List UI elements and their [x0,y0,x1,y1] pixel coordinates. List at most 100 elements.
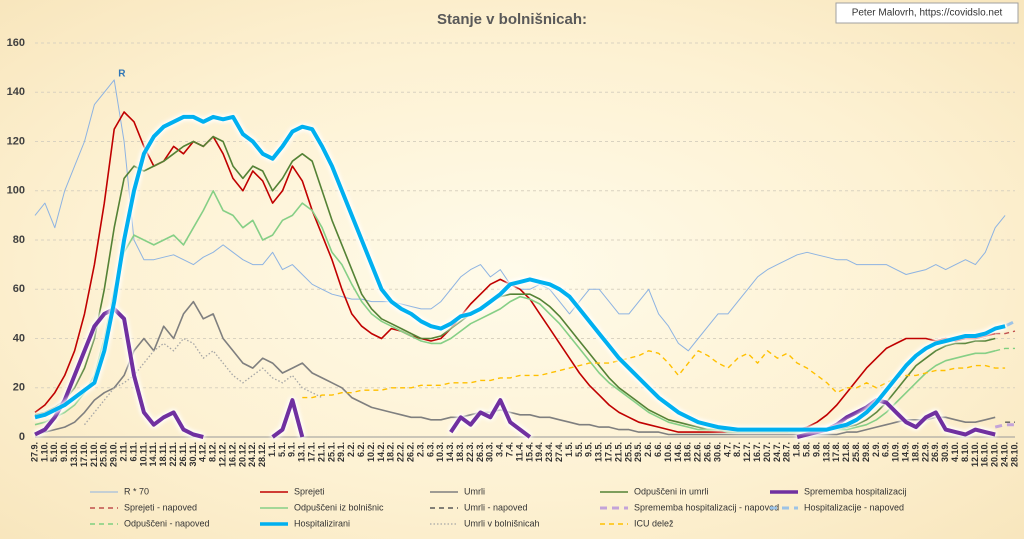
x-tick-label: 22.11. [168,442,178,467]
x-tick-label: 13.10. [69,442,79,467]
x-tick-label: 13.8. [821,442,831,462]
x-tick-label: 6.6. [653,442,663,457]
x-tick-label: 8.10. [960,442,970,462]
x-tick-label: 16.7. [752,442,762,462]
x-tick-label: 4.12. [198,442,208,462]
x-tick-label: 10.3. [435,442,445,462]
x-tick-label: 11.4. [514,442,524,462]
y-tick-label: 120 [7,135,25,147]
x-tick-label: 18.11. [158,442,168,467]
x-tick-label: 5.8. [801,442,811,457]
legend-label: Sprememba hospitalizacij - napoved [634,502,779,512]
x-tick-label: 30.6. [712,442,722,462]
x-tick-label: 9.10. [59,442,69,462]
x-tick-label: 24.7. [772,442,782,462]
x-tick-label: 2.11. [118,442,128,462]
x-tick-label: 4.7. [722,442,732,457]
x-tick-label: 18.9. [910,442,920,462]
legend-label: Umrli [464,486,485,496]
series-line [34,190,996,433]
x-tick-label: 28.12. [257,442,267,467]
x-tick-label: 18.3. [455,442,465,462]
x-tick-label: 22.9. [920,442,930,462]
x-tick-label: 14.2. [376,442,386,462]
x-tick-label: 20.10. [990,442,1000,467]
x-tick-label: 29.1. [336,442,346,462]
x-tick-label: 23.4. [544,442,554,462]
x-tick-label: 22.6. [693,442,703,462]
x-tick-label: 3.4. [495,442,505,457]
x-tick-label: 18.2. [386,442,396,462]
x-tick-label: 6.9. [881,442,891,457]
credit: Peter Malovrh, https://covidslo.net [852,8,1003,19]
y-tick-label: 160 [7,37,25,49]
x-tick-label: 2.3. [415,442,425,457]
x-tick-label: 29.5. [633,442,643,462]
legend-label: Odpuščeni iz bolnišnic [294,502,384,512]
x-tick-label: 30.3. [485,442,495,462]
x-tick-label: 15.4. [524,442,534,462]
x-tick-label: 2.2. [346,442,356,457]
legend-label: Umrli - napoved [464,502,528,512]
x-tick-label: 1.10. [39,442,49,462]
x-tick-label: 18.6. [683,442,693,462]
x-tick-label: 30.11. [188,442,198,467]
x-tick-label: 26.2. [406,442,416,462]
x-tick-label: 29.10. [109,442,119,467]
x-tick-label: 14.9. [900,442,910,462]
x-tick-label: 6.2. [356,442,366,457]
legend-label: Umrli v bolnišnicah [464,518,540,528]
x-tick-label: 29.8. [861,442,871,462]
x-tick-label: 12.7. [742,442,752,462]
legend-label: Sprememba hospitalizacij [804,486,907,496]
chart-title: Stanje v bolnišnicah: [437,11,587,28]
legend-label: Odpuščeni in umrli [634,486,709,496]
x-tick-label: 10.6. [663,442,673,462]
x-tick-label: 14.11. [148,442,158,467]
legend-label: Odpuščeni - napoved [124,518,210,528]
y-tick-label: 80 [13,234,25,246]
legend-label: ICU delež [634,518,674,528]
x-tick-label: 24.12. [247,442,257,467]
x-tick-label: 7.4. [505,442,515,457]
x-tick-label: 17.5. [604,442,614,462]
x-tick-label: 27.4. [554,442,564,462]
x-tick-label: 1.8. [792,442,802,457]
x-tick-label: 19.4. [534,442,544,462]
series-line [34,111,996,433]
annotation: R [118,69,126,80]
y-tick-label: 100 [7,185,25,197]
x-tick-label: 21.5. [613,442,623,462]
legend-label: Hospitalizirani [294,518,350,528]
x-tick-label: 9.5. [584,442,594,457]
x-tick-label: 26.6. [703,442,713,462]
y-tick-label: 0 [19,431,25,443]
x-tick-label: 9.8. [811,442,821,457]
x-tick-label: 26.3. [475,442,485,462]
y-tick-label: 140 [7,86,25,98]
x-tick-label: 14.3. [445,442,455,462]
x-tick-label: 21.1. [316,442,326,462]
series-line [34,300,996,436]
series-line [995,347,1015,352]
x-tick-label: 17.1. [307,442,317,462]
x-tick-label: 12.10. [970,442,980,467]
x-tick-label: 24.10. [999,442,1009,467]
x-tick-label: 25.5. [623,442,633,462]
x-tick-label: 5.1. [277,442,287,457]
x-tick-label: 30.9. [940,442,950,462]
x-tick-label: 2.6. [643,442,653,457]
x-tick-label: 8.12. [208,442,218,462]
x-tick-label: 13.1. [297,442,307,462]
x-tick-label: 25.8. [851,442,861,462]
x-tick-label: 25.10. [99,442,109,467]
legend-label: Hospitalizacije - napoved [804,502,904,512]
x-tick-label: 10.2. [366,442,376,462]
x-tick-label: 22.3. [465,442,475,462]
x-tick-label: 28.7. [782,442,792,462]
x-tick-label: 16.10. [980,442,990,467]
x-tick-label: 8.7. [732,442,742,457]
legend-label: R * 70 [124,486,149,496]
legend-label: Sprejeti - napoved [124,502,197,512]
